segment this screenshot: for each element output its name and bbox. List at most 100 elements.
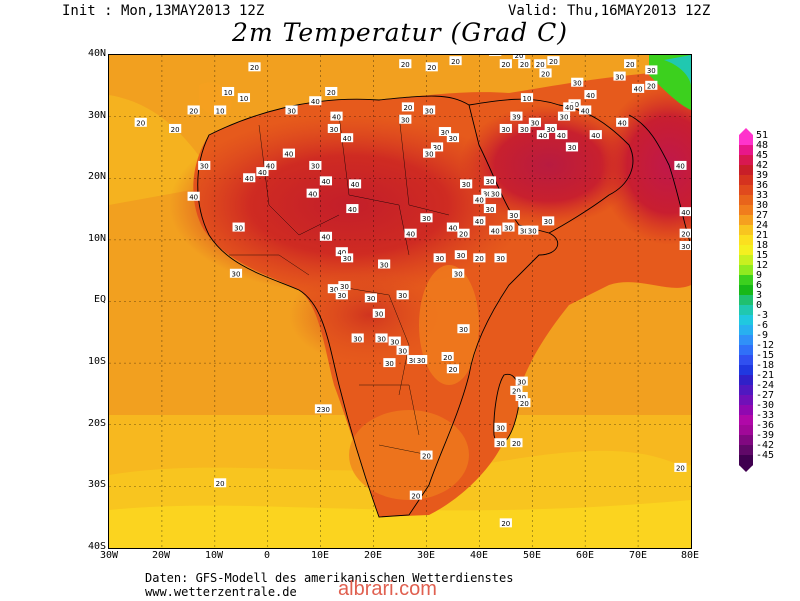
temp-label: 20 bbox=[457, 228, 470, 239]
temp-label: 30 bbox=[338, 281, 351, 291]
temp-label: 20 bbox=[409, 490, 422, 500]
temp-label: 40 bbox=[473, 216, 486, 226]
lat-label-40n: 40N bbox=[87, 48, 106, 59]
temp-label-text: 30 bbox=[485, 178, 494, 186]
temp-label-box bbox=[396, 290, 409, 300]
temp-label-text: 30 bbox=[615, 73, 624, 81]
colorbar-label: 9 bbox=[756, 270, 763, 281]
temp-label-box bbox=[534, 59, 547, 69]
colorbar-swatch bbox=[739, 165, 753, 176]
temp-label-text: 20 bbox=[136, 120, 145, 128]
temp-label-box bbox=[518, 398, 531, 408]
temp-label: 20 bbox=[214, 478, 227, 488]
temp-label: 30 bbox=[518, 225, 531, 235]
temp-label-box bbox=[555, 130, 568, 140]
colorbar-swatch bbox=[739, 385, 753, 396]
temp-label: 30 bbox=[544, 123, 557, 134]
temp-label-text: 20 bbox=[411, 492, 420, 500]
temp-label: 30 bbox=[679, 241, 691, 251]
temp-label-box bbox=[433, 253, 446, 263]
temp-label-text: 30 bbox=[454, 271, 463, 279]
temp-label-text: 40 bbox=[448, 224, 457, 232]
temp-label-text: 230 bbox=[317, 406, 330, 414]
temp-label-text: 30 bbox=[491, 190, 500, 198]
temp-label-text: 20 bbox=[448, 366, 457, 374]
temp-label-box bbox=[423, 148, 436, 158]
temp-label: 40 bbox=[589, 130, 602, 140]
temp-label: 20 bbox=[441, 351, 454, 362]
temp-label: 40 bbox=[346, 204, 359, 214]
colorbar-label: 36 bbox=[756, 180, 769, 191]
temp-label: 30 bbox=[285, 105, 298, 115]
temp-label-box bbox=[624, 59, 637, 69]
temp-label-text: 30 bbox=[353, 335, 362, 343]
temp-label-text: 30 bbox=[234, 224, 243, 232]
temp-label-text: 20 bbox=[515, 55, 524, 60]
temp-label-text: 30 bbox=[573, 80, 582, 88]
temp-label-text: 40 bbox=[491, 227, 500, 235]
lon-label-20w: 20W bbox=[151, 550, 171, 561]
temp-label-box bbox=[515, 376, 528, 386]
temp-label-text: 40 bbox=[189, 194, 198, 202]
temp-label-text: 30 bbox=[409, 357, 418, 365]
temp-label: 30 bbox=[557, 111, 571, 121]
temp-label: 40 bbox=[489, 225, 502, 235]
colorbar-swatch bbox=[739, 355, 753, 366]
temp-label-box bbox=[510, 111, 523, 121]
temp-label-box bbox=[510, 385, 523, 395]
temp-label: 20 bbox=[539, 68, 552, 78]
temp-label: 30 bbox=[446, 133, 460, 143]
temp-label: 20 bbox=[499, 59, 512, 69]
temp-label-text: 40 bbox=[557, 132, 566, 140]
temp-label-box bbox=[483, 176, 497, 186]
temp-label: 30 bbox=[502, 222, 515, 232]
temp-label: 20 bbox=[534, 59, 547, 69]
temp-label: 20 bbox=[674, 462, 687, 473]
temp-label-box bbox=[454, 250, 467, 260]
temp-label-box bbox=[499, 518, 512, 528]
temp-label-text: 20 bbox=[501, 61, 510, 69]
temp-label-box bbox=[679, 228, 691, 238]
temp-label: 30 bbox=[396, 345, 409, 356]
temp-label-box bbox=[446, 133, 460, 143]
temp-label: 30 bbox=[494, 253, 507, 263]
temp-label: 20 bbox=[518, 59, 531, 69]
temp-label: 30 bbox=[433, 253, 446, 263]
temp-label-text: 10 bbox=[523, 95, 532, 103]
temp-label-text: 30 bbox=[343, 255, 352, 263]
temp-label-box bbox=[282, 148, 295, 158]
temp-label-box bbox=[515, 392, 528, 402]
colorbar-swatch bbox=[739, 145, 753, 156]
temp-label-box bbox=[375, 333, 388, 343]
temp-label-box bbox=[679, 207, 691, 217]
temp-label-box bbox=[330, 111, 343, 121]
colorbar-swatch bbox=[739, 345, 753, 356]
temp-label-text: 40 bbox=[258, 169, 267, 177]
lon-label-0: 0 bbox=[263, 550, 271, 561]
temp-label-text: 40 bbox=[538, 132, 547, 140]
data-source-note: Daten: GFS-Modell des amerikanischen Wet… bbox=[145, 571, 514, 585]
temp-label-text: 30 bbox=[520, 126, 529, 134]
temp-label: 30 bbox=[499, 123, 512, 134]
temp-label-text: 30 bbox=[567, 144, 576, 152]
temp-label: 30 bbox=[423, 148, 436, 158]
temp-label-text: 30 bbox=[509, 212, 518, 220]
temp-label-text: 10 bbox=[239, 95, 248, 103]
temp-label-box bbox=[674, 462, 687, 472]
temp-label: 30 bbox=[571, 77, 584, 88]
temp-label: 20 bbox=[510, 385, 523, 396]
temp-label-box bbox=[536, 130, 549, 140]
temp-label-box bbox=[518, 59, 531, 69]
temp-label-text: 30 bbox=[459, 326, 468, 334]
temp-label-box bbox=[446, 222, 460, 232]
temp-label-text: 20 bbox=[681, 231, 690, 239]
temp-label: 30 bbox=[327, 123, 340, 134]
himalaya-cold bbox=[664, 55, 691, 85]
temp-label: 20 bbox=[325, 86, 338, 97]
temp-label: 40 bbox=[348, 179, 362, 189]
colorbar-label: 33 bbox=[756, 190, 769, 201]
lat-label-30s: 30S bbox=[87, 479, 106, 490]
temp-label: 39 bbox=[510, 111, 523, 121]
temp-label-text: 30 bbox=[485, 206, 494, 214]
temp-label: 20 bbox=[169, 123, 182, 134]
